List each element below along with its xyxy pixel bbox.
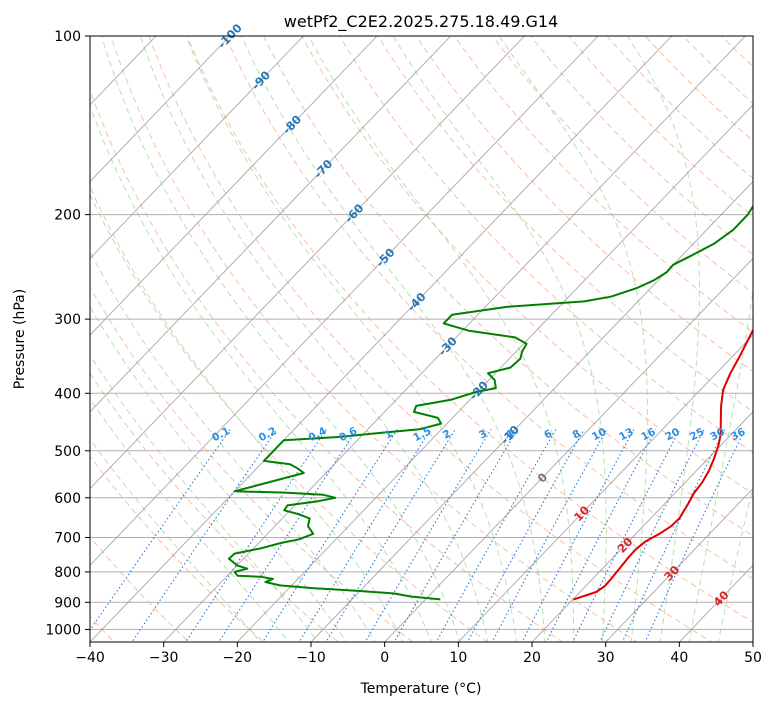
moist-adiabat-line	[90, 250, 376, 642]
isotherm-line	[531, 411, 753, 642]
mixing-ratio-line	[644, 429, 746, 642]
y-tick-label: 200	[54, 208, 81, 224]
dry-adiabat-line	[606, 36, 753, 180]
y-tick-label: 600	[54, 491, 81, 507]
x-axis-ticks: −40 −30 −20 −10 0 10 20 30 40 50	[75, 642, 762, 666]
y-axis-label: Pressure (hPa)	[12, 289, 28, 389]
moist-adiabat-line	[627, 36, 700, 642]
isotherm-line	[90, 36, 231, 183]
dry-adiabat-line	[110, 36, 638, 642]
mixing-ratio-line	[90, 428, 231, 632]
mixing-ratio-line	[491, 429, 608, 642]
isotherm-line	[384, 257, 753, 642]
moist-adiabat-line	[90, 104, 432, 642]
dry-adiabat-line	[530, 36, 753, 256]
mixing-ratio-line	[364, 429, 492, 642]
dry-adiabats	[90, 36, 753, 642]
dry-adiabat-line	[568, 36, 753, 217]
x-tick-label: −10	[296, 650, 326, 666]
x-tick-label: 30	[597, 650, 615, 666]
temperature-profile-line	[573, 328, 753, 601]
moist-adiabat-line	[308, 36, 575, 642]
isotherm-line	[90, 36, 378, 336]
y-tick-label: 400	[54, 386, 81, 402]
dry-adiabat-line	[186, 36, 753, 623]
x-tick-label: 0	[380, 650, 389, 666]
moist-adiabat-line	[392, 36, 607, 642]
isotherm-line	[605, 487, 753, 642]
y-tick-label: 500	[54, 444, 81, 460]
dewpoint-profile-line	[227, 204, 753, 601]
sounding-series	[227, 204, 753, 601]
isotherm-line	[90, 36, 304, 259]
plot-area	[90, 36, 753, 642]
isotherm-line	[90, 36, 452, 413]
moist-adiabat-line	[185, 36, 517, 642]
dry-adiabat-line	[224, 36, 753, 580]
dry-adiabat-line	[263, 36, 753, 537]
isotherm-line	[90, 36, 525, 490]
dry-adiabat-line	[377, 36, 753, 413]
isotherm-line	[163, 36, 746, 642]
y-tick-label: 800	[54, 565, 81, 581]
x-tick-label: 50	[744, 650, 762, 666]
x-tick-label: 20	[523, 650, 541, 666]
dry-adiabat-line	[644, 36, 753, 142]
plot-frame	[89, 35, 754, 643]
dry-adiabat-line	[148, 36, 713, 642]
mixing-ratio-line	[435, 429, 557, 642]
moist-adiabat-line	[717, 484, 753, 642]
x-tick-label: 40	[670, 650, 688, 666]
x-tick-label: −20	[223, 650, 253, 666]
mixing-ratio-line	[393, 429, 518, 642]
dry-adiabat-line	[339, 36, 753, 454]
moist-adiabat-line	[90, 354, 319, 642]
y-tick-label: 900	[54, 595, 81, 611]
dry-adiabat-line	[90, 455, 265, 642]
mixing-ratio-lines	[90, 428, 746, 642]
moist-adiabat-line	[90, 397, 290, 642]
moist-adiabat-line	[139, 36, 489, 642]
isotherm-line	[237, 104, 753, 642]
x-tick-label: −30	[149, 650, 179, 666]
isotherm-lines	[90, 36, 753, 642]
moist-adiabat-line	[688, 288, 753, 642]
mixing-ratio-line	[262, 429, 398, 642]
y-tick-label: 1000	[45, 622, 81, 638]
mixing-ratio-line	[621, 429, 725, 642]
dry-adiabat-line	[301, 36, 753, 495]
y-tick-label: 300	[54, 312, 81, 328]
dry-adiabat-line	[90, 88, 564, 642]
isotherm-line	[90, 36, 599, 566]
moist-adiabat-line	[240, 36, 546, 642]
mixing-ratio-line	[572, 429, 681, 642]
mixing-ratio-line	[466, 429, 585, 642]
moist-adiabat-line	[498, 36, 648, 642]
dry-adiabat-line	[90, 286, 414, 642]
chart-title: wetPf2_C2E2.2025.275.18.49.G14	[284, 12, 558, 32]
isobar-gridlines	[90, 36, 753, 630]
dry-adiabat-line	[415, 36, 753, 373]
y-axis-ticks: 100 200 300 400 500 600 700 800 900 1000	[45, 29, 90, 638]
x-tick-label: 10	[449, 650, 467, 666]
dry-adiabat-line	[90, 372, 340, 642]
mixing-ratio-line	[185, 428, 327, 642]
isotherm-line	[90, 36, 673, 642]
mixing-ratio-line	[131, 428, 278, 642]
x-tick-label: −40	[75, 650, 105, 666]
dry-adiabat-line	[90, 193, 489, 642]
isotherm-line	[310, 180, 753, 642]
x-axis-label: Temperature (°C)	[360, 681, 482, 697]
moist-adiabat-line	[90, 305, 347, 642]
y-tick-label: 100	[54, 29, 81, 45]
y-tick-label: 700	[54, 531, 81, 547]
mixing-ratio-line	[599, 429, 705, 642]
